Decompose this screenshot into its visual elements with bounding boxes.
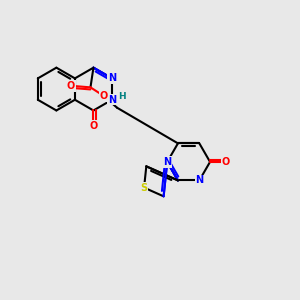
Text: N: N	[108, 95, 116, 105]
Text: O: O	[89, 121, 98, 131]
Text: N: N	[108, 74, 116, 83]
Text: O: O	[100, 91, 108, 101]
Text: S: S	[140, 183, 148, 193]
Text: N: N	[163, 157, 171, 167]
Text: H: H	[118, 92, 126, 101]
Text: O: O	[67, 81, 75, 91]
Text: O: O	[221, 157, 230, 167]
Text: N: N	[195, 176, 203, 185]
